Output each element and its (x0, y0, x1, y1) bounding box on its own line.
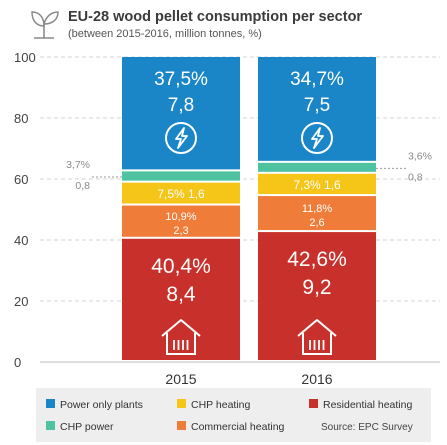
bar-segment (258, 162, 376, 172)
y-tick-label: 100 (14, 50, 36, 65)
y-axis: 0 20 40 60 80 100 (14, 50, 36, 370)
segment-percent-label: 34,7% (290, 69, 344, 90)
legend-swatch (177, 421, 186, 430)
segment-amount-label: 2,6 (309, 217, 324, 229)
plant-logo-icon (31, 11, 59, 39)
segment-percent-label: 3,6% (408, 150, 432, 162)
legend-label: CHP heating (191, 399, 251, 411)
x-tick-label: 2015 (165, 371, 196, 387)
house-heating-icon (161, 319, 201, 355)
segment-label: 7,3% 1,6 (293, 178, 341, 192)
segment-amount-label: 7,5 (304, 95, 330, 116)
segment-percent-label: 42,6% (287, 248, 347, 271)
segment-amount-label: 9,2 (302, 276, 331, 299)
segment-percent-label: 40,4% (151, 255, 211, 278)
y-tick-label: 60 (14, 172, 28, 187)
legend-swatch (309, 399, 318, 408)
bar-segment (122, 57, 240, 170)
bar-segment (122, 238, 240, 360)
lightning-icon (301, 122, 333, 154)
y-tick-label: 40 (14, 233, 28, 248)
segment-amount-label: 7,8 (168, 95, 194, 116)
legend-swatch (177, 399, 186, 408)
legend-label: Power only plants (60, 399, 143, 411)
chart-title: EU-28 wood pellet consumption per sector (68, 9, 362, 25)
segment-percent-label: 3,7% (66, 159, 90, 171)
source-note: Source: EPC Survey (321, 422, 413, 433)
y-tick-label: 20 (14, 294, 28, 309)
bar-segment (258, 232, 376, 360)
y-tick-label: 80 (14, 111, 28, 126)
y-tick-label: 0 (14, 355, 21, 370)
segment-label: 7,5% 1,6 (157, 187, 205, 201)
stacked-bars: 40,4% 8,4 10,9% 2,3 7,5% 1,6 3,7% 0,8 37,5% 7,8 4… (66, 57, 432, 360)
house-heating-icon (297, 319, 337, 355)
legend-swatch (46, 399, 55, 408)
x-tick-label: 2016 (301, 371, 332, 387)
chart-subtitle: (between 2015-2016, million tonnes, %) (68, 28, 262, 40)
segment-amount-label: 0,8 (408, 171, 423, 183)
lightning-icon (165, 122, 197, 154)
segment-percent-label: 37,5% (154, 69, 208, 90)
legend-background (36, 388, 431, 442)
legend-label: CHP power (60, 421, 114, 433)
bar-segment (122, 205, 240, 237)
legend-label: Commercial heating (191, 421, 285, 433)
bar-segment (258, 173, 376, 195)
bar-segment (122, 182, 240, 204)
bar-segment (258, 196, 376, 231)
segment-amount-label: 0,8 (75, 180, 90, 192)
legend: Power only plants CHP heating Residential … (36, 388, 431, 442)
bar-segment (122, 171, 240, 181)
legend-swatch (46, 421, 55, 430)
segment-amount-label: 2,3 (173, 225, 188, 237)
x-axis: 2015 2016 (165, 371, 332, 387)
segment-percent-label: 10,9% (165, 211, 196, 223)
legend-label: Residential heating (323, 399, 412, 411)
segment-amount-label: 8,4 (166, 283, 196, 306)
segment-percent-label: 11,8% (302, 203, 333, 215)
